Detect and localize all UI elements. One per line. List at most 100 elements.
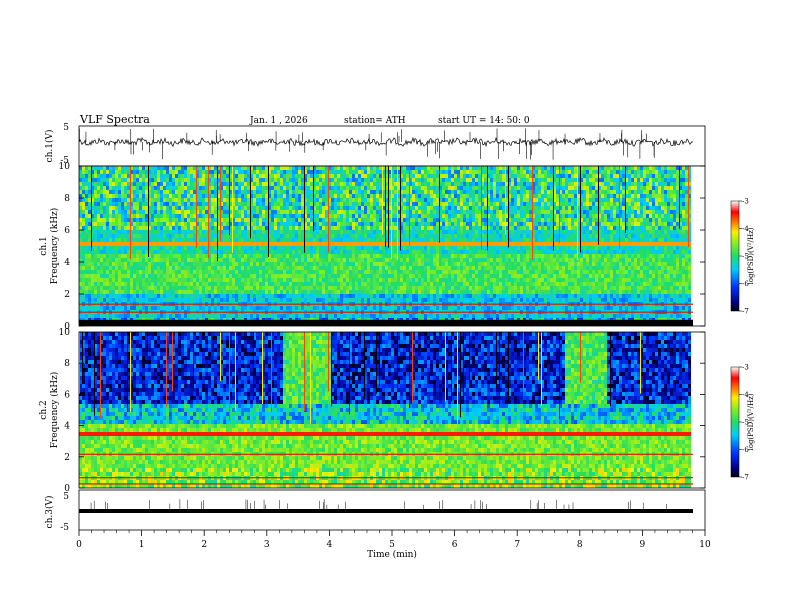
spectrogram-cell [220,198,223,202]
spectrogram-cell [247,234,250,238]
spectrogram-cell [418,182,421,186]
spectrogram-cell [166,170,169,174]
spectrogram-cell [205,278,208,282]
spectrogram-cell [319,270,322,274]
spectrogram-cell [259,194,262,198]
spectrogram-cell [226,270,229,274]
spectrogram-cell [436,238,439,242]
spectrogram-cell [166,274,169,278]
spectrogram-cell [94,186,97,190]
spectrogram-cell [328,294,331,298]
spectrogram-cell [406,242,409,246]
spectrogram-cell [160,222,163,226]
spectrogram-cell [265,290,268,294]
spectrogram-cell [397,202,400,206]
spectrogram-cell [268,206,271,210]
spectrogram-cell [232,290,235,294]
spectrogram-cell [406,298,409,302]
spectrogram-cell [190,226,193,230]
spectrogram-cell [280,190,283,194]
spectrogram-cell [133,190,136,194]
spectrogram-cell [196,186,199,190]
spectrogram-cell [343,234,346,238]
spectrogram-cell [124,258,127,262]
spectrogram-cell [103,202,106,206]
spectrogram-cell [79,274,82,278]
spectrogram-cell [331,222,334,226]
spectrogram-cell [160,254,163,258]
spectrogram-cell [409,166,412,170]
spectrogram-cell [289,170,292,174]
spectrogram-cell [328,242,331,246]
spectrogram-cell [250,306,253,310]
spectrogram-cell [133,290,136,294]
spectrogram-cell [355,258,358,262]
spectrogram-cell [322,206,325,210]
spectrogram-cell [145,262,148,266]
spectrogram-cell [169,206,172,210]
spectrogram-cell [307,186,310,190]
spectrogram-cell [343,298,346,302]
spectrogram-cell [121,218,124,222]
spectrogram-cell [343,202,346,206]
spectrogram-cell [277,266,280,270]
spectrogram-cell [427,250,430,254]
spectrogram-cell [133,242,136,246]
spectrogram-cell [421,210,424,214]
spectrogram-cell [331,254,334,258]
spectrogram-cell [313,314,316,318]
spectrogram-cell [331,274,334,278]
spectrogram-cell [445,202,448,206]
spectrogram-cell [190,314,193,318]
spectrogram-cell [91,286,94,290]
spectrogram-cell [361,166,364,170]
spectrogram-cell [307,218,310,222]
spectrogram-cell [166,186,169,190]
spectrogram-cell [172,286,175,290]
spectrogram-cell [217,226,220,230]
spectrogram-cell [109,242,112,246]
spectrogram-cell [286,306,289,310]
spectrogram-cell [370,170,373,174]
spectrogram-cell [382,190,385,194]
spectrogram-cell [268,286,271,290]
spectrogram-cell [397,222,400,226]
spectrogram-cell [226,242,229,246]
spectrogram-cell [331,206,334,210]
spectrogram-cell [340,202,343,206]
spectrogram-cell [217,198,220,202]
spectrogram-cell [211,202,214,206]
spectrogram-cell [148,190,151,194]
spectrogram-cell [244,254,247,258]
spectrogram-cell [313,254,316,258]
spectrogram-cell [247,246,250,250]
spectrogram-cell [187,238,190,242]
spectrogram-cell [289,182,292,186]
spectrogram-cell [373,282,376,286]
spectrogram-cell [151,258,154,262]
spectrogram-cell [97,258,100,262]
spectrogram-cell [199,266,202,270]
spectrogram-cell [340,282,343,286]
spectrogram-cell [133,210,136,214]
spectrogram-cell [157,270,160,274]
spectrogram-cell [337,174,340,178]
spectrogram-cell [178,286,181,290]
spectrogram-cell [205,306,208,310]
spectrogram-cell [178,194,181,198]
spectrogram-cell [121,166,124,170]
spectrogram-cell [172,194,175,198]
spectrogram-cell [433,246,436,250]
spectrogram-cell [136,234,139,238]
spectrogram-cell [442,218,445,222]
spectrogram-cell [199,214,202,218]
spectrogram-cell [361,190,364,194]
spectrogram-cell [268,218,271,222]
spectrogram-cell [100,294,103,298]
spectrogram-cell [91,314,94,318]
spectrogram-cell [106,182,109,186]
spectrogram-cell [430,278,433,282]
spectrogram-cell [202,314,205,318]
spectrogram-cell [298,270,301,274]
spectrogram-cell [331,210,334,214]
